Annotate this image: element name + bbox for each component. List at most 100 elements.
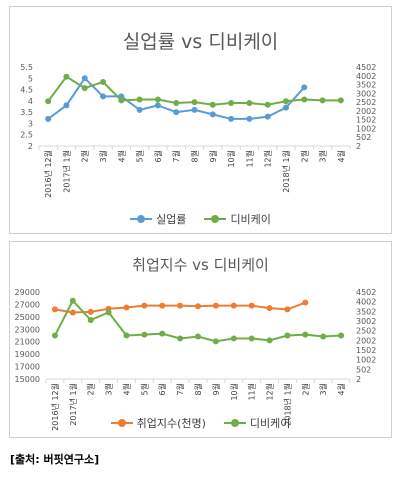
x-tick-label: 7월 — [171, 150, 181, 162]
y-right-tick-label: 2 — [356, 375, 361, 384]
data-point — [282, 104, 289, 111]
x-tick-label: 9월 — [208, 150, 218, 162]
data-point — [45, 115, 52, 122]
unemployment-chart-svg: 22.533.544.555.5250210021502200225023002… — [20, 63, 376, 198]
x-tick-label: 4월 — [116, 150, 126, 162]
x-tick-label: 12월 — [265, 383, 275, 401]
y-right-tick-label: 3002 — [356, 317, 376, 326]
data-point — [177, 335, 184, 342]
data-point — [159, 330, 166, 337]
data-point — [230, 335, 237, 342]
y-right-tick-label: 2002 — [356, 336, 376, 345]
data-point — [81, 75, 88, 82]
data-point — [319, 97, 326, 104]
data-point — [248, 335, 255, 342]
data-point — [209, 111, 216, 118]
data-point — [191, 99, 198, 106]
employment-chart-svg: 15000 17000 19000 21000 23000 25000 27000 29000… — [15, 288, 377, 431]
legend-marker-green — [204, 214, 227, 224]
data-point — [159, 302, 166, 309]
x-tick-label: 3월 — [318, 383, 328, 395]
y-right-tick-label: 2502 — [356, 327, 376, 336]
data-point — [136, 96, 143, 103]
legend-label: 디비케이 — [230, 213, 271, 226]
data-point — [264, 113, 271, 120]
data-point — [177, 302, 184, 309]
x-tick-label: 6월 — [157, 383, 167, 395]
data-point — [282, 98, 289, 105]
data-point — [141, 331, 148, 338]
legend-marker-blue — [130, 214, 153, 224]
y-left-tick-label: 23000 — [15, 325, 40, 334]
data-point — [45, 98, 52, 105]
x-tick-label: 11월 — [244, 150, 254, 168]
data-point — [51, 332, 58, 339]
y-left-tick-label: 17000 — [15, 363, 40, 372]
data-point — [123, 304, 130, 311]
data-point — [69, 309, 76, 316]
data-point — [301, 96, 308, 103]
data-point — [105, 309, 112, 316]
data-point — [284, 332, 291, 339]
legend-item-dbk: 디비케이 — [204, 211, 271, 227]
legend-item-employment: 취업지수(천명) — [110, 415, 206, 431]
unemployment-chart-panel: 2 2.5 3 3.5 4 4.5 5 5.5 2 502 1002 1502 2002 2502 3002… — [9, 6, 392, 234]
data-point — [246, 100, 253, 107]
data-point — [100, 93, 107, 100]
source-caption: [출처: 버핏연구소] — [10, 453, 100, 466]
x-tick-label: 10월 — [229, 383, 239, 401]
y-left-tick-label: 3 — [28, 119, 33, 128]
data-point — [195, 333, 201, 340]
x-tick-label: 2월 — [300, 383, 310, 395]
y-right-tick-label: 4002 — [356, 298, 376, 307]
y-right-tick-label: 4002 — [356, 72, 376, 81]
data-point — [228, 100, 235, 107]
x-tick-label: 9월 — [211, 383, 221, 395]
data-point — [302, 331, 309, 338]
y-right-tick-label: 2002 — [356, 107, 376, 116]
chart-legend: 취업지수(천명) 디비케이 — [10, 415, 391, 431]
x-tick-label: 8월 — [193, 383, 203, 395]
y-right-tick-label: 2502 — [356, 98, 376, 107]
legend-item-dbk: 디비케이 — [223, 415, 290, 431]
y-right-tick-label: 4502 — [356, 63, 376, 72]
data-point — [191, 106, 198, 113]
x-tick-label: 7월 — [175, 383, 185, 395]
y-right-tick-label: 3002 — [356, 89, 376, 98]
data-point — [301, 84, 308, 91]
x-tick-label: 10월 — [226, 150, 236, 168]
data-point — [63, 102, 70, 109]
x-tick-label: 3월 — [98, 150, 108, 162]
chart-legend: 실업률 디비케이 — [10, 211, 391, 227]
data-point — [81, 85, 88, 92]
x-tick-label: 8월 — [190, 150, 200, 162]
data-point — [337, 97, 344, 104]
data-point — [87, 308, 94, 315]
data-point — [212, 302, 219, 309]
x-tick-label: 2018년 1월 — [281, 150, 291, 193]
legend-marker-green — [223, 418, 246, 428]
y-right-tick-label: 2 — [356, 142, 361, 151]
data-point — [195, 303, 201, 310]
legend-label: 실업률 — [156, 213, 187, 226]
x-tick-label: 3월 — [318, 150, 328, 162]
x-tick-label: 2016년 12월 — [50, 383, 60, 431]
x-tick-label: 5월 — [139, 383, 149, 395]
data-point — [212, 338, 219, 345]
y-right-tick-label: 502 — [356, 133, 371, 142]
data-point — [209, 101, 216, 108]
x-tick-label: 11월 — [247, 383, 257, 401]
y-left-tick-label: 27000 — [15, 300, 40, 309]
data-point — [100, 78, 107, 85]
y-left-tick-label: 5.5 — [20, 63, 33, 72]
x-tick-label: 4월 — [336, 383, 346, 395]
data-point — [123, 332, 130, 339]
data-point — [173, 109, 180, 116]
data-point — [51, 306, 58, 313]
x-tick-label: 2016년 12월 — [43, 150, 53, 198]
data-point — [264, 101, 271, 108]
data-point — [63, 73, 70, 80]
x-tick-label: 2월 — [299, 150, 309, 162]
x-tick-label: 6월 — [153, 150, 163, 162]
data-point — [246, 115, 253, 122]
